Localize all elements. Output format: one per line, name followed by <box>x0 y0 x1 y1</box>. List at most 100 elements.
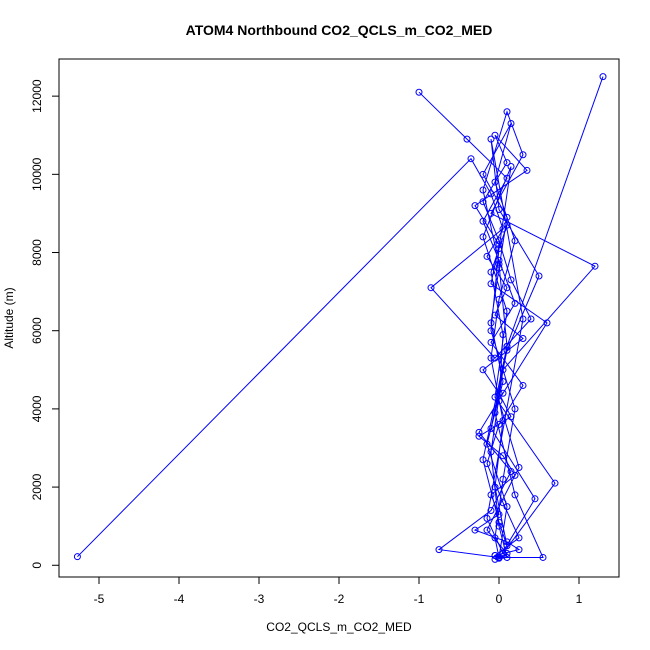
data-point <box>487 280 495 288</box>
data-point <box>507 163 515 171</box>
data-point <box>503 221 511 229</box>
data-point <box>503 284 511 292</box>
y-axis-label: Altitude (m) <box>2 287 16 348</box>
data-point <box>479 170 487 178</box>
data-point <box>487 135 495 143</box>
x-axis-label: CO2_QCLS_m_CO2_MED <box>266 620 412 634</box>
data-point <box>515 546 523 554</box>
data-point <box>73 553 81 561</box>
data-point <box>479 366 487 374</box>
data-point <box>511 491 519 499</box>
data-point <box>479 217 487 225</box>
data-point <box>543 319 551 327</box>
x-tick-label: -4 <box>174 592 185 606</box>
x-tick-label: -1 <box>414 592 425 606</box>
data-point <box>503 108 511 116</box>
series-line-1 <box>77 76 604 559</box>
data-point <box>487 268 495 276</box>
data-point <box>531 495 539 503</box>
data-point <box>495 256 503 264</box>
data-point <box>487 327 495 335</box>
data-point <box>435 546 443 554</box>
data-point <box>463 135 471 143</box>
data-point <box>507 413 515 421</box>
data-point <box>495 553 503 561</box>
data-point <box>499 452 507 460</box>
data-point <box>487 209 495 217</box>
data-point <box>511 237 519 245</box>
data-point <box>483 252 491 260</box>
data-point <box>511 405 519 413</box>
data-point <box>471 526 479 534</box>
data-point <box>479 198 487 206</box>
data-point <box>503 159 511 167</box>
data-point <box>483 460 491 468</box>
data-point <box>491 534 499 542</box>
x-tick-label: -5 <box>94 592 105 606</box>
data-point <box>503 213 511 221</box>
data-point <box>507 276 515 284</box>
data-point <box>479 186 487 194</box>
data-point <box>507 120 515 128</box>
data-point <box>499 475 507 483</box>
data-point <box>483 526 491 534</box>
data-point <box>551 479 559 487</box>
data-point <box>503 553 511 561</box>
x-tick-label: -3 <box>254 592 265 606</box>
data-point <box>527 315 535 323</box>
y-tick-label: 0 <box>30 562 44 569</box>
data-point <box>491 131 499 139</box>
data-point <box>519 381 527 389</box>
y-tick-label: 6000 <box>30 317 44 344</box>
data-point <box>491 409 499 417</box>
data-point <box>487 507 495 515</box>
data-point <box>503 174 511 182</box>
y-tick-label: 2000 <box>30 473 44 500</box>
data-point <box>487 448 495 456</box>
data-point <box>487 354 495 362</box>
data-point <box>479 456 487 464</box>
data-point <box>503 342 511 350</box>
data-point <box>499 499 507 507</box>
data-point <box>471 202 479 210</box>
data-point <box>503 538 511 546</box>
data-point <box>475 428 483 436</box>
data-point <box>495 522 503 530</box>
data-point <box>467 155 475 163</box>
x-axis: -5 -4 -3 -2 -1 0 1 <box>94 576 583 606</box>
data-point <box>495 421 503 429</box>
x-tick-label: 0 <box>496 592 503 606</box>
data-point <box>539 553 547 561</box>
data-point <box>483 514 491 522</box>
data-point <box>519 335 527 343</box>
data-point <box>487 319 495 327</box>
data-point <box>511 299 519 307</box>
data-point <box>519 151 527 159</box>
y-axis: 0 2000 4000 6000 8000 10000 12000 <box>30 79 60 569</box>
data-point <box>535 272 543 280</box>
data-point <box>491 178 499 186</box>
data-point <box>495 206 503 214</box>
data-point <box>499 389 507 397</box>
data-point <box>479 233 487 241</box>
data-point <box>491 551 499 559</box>
data-point <box>487 491 495 499</box>
data-point <box>519 315 527 323</box>
data-point <box>495 237 503 245</box>
data-point <box>507 467 515 475</box>
plot-area <box>73 73 607 563</box>
x-tick-label: -2 <box>334 592 345 606</box>
data-point <box>515 464 523 472</box>
data-point <box>599 73 607 81</box>
series-line-2 <box>418 91 596 560</box>
data-point <box>491 311 499 319</box>
data-point <box>491 555 499 563</box>
y-tick-label: 8000 <box>30 239 44 266</box>
data-point <box>487 338 495 346</box>
y-tick-label: 12000 <box>30 79 44 113</box>
x-tick-label: 1 <box>576 592 583 606</box>
chart-title: ATOM4 Northbound CO2_QCLS_m_CO2_MED <box>186 22 493 38</box>
data-point <box>495 510 503 518</box>
data-point <box>523 166 531 174</box>
